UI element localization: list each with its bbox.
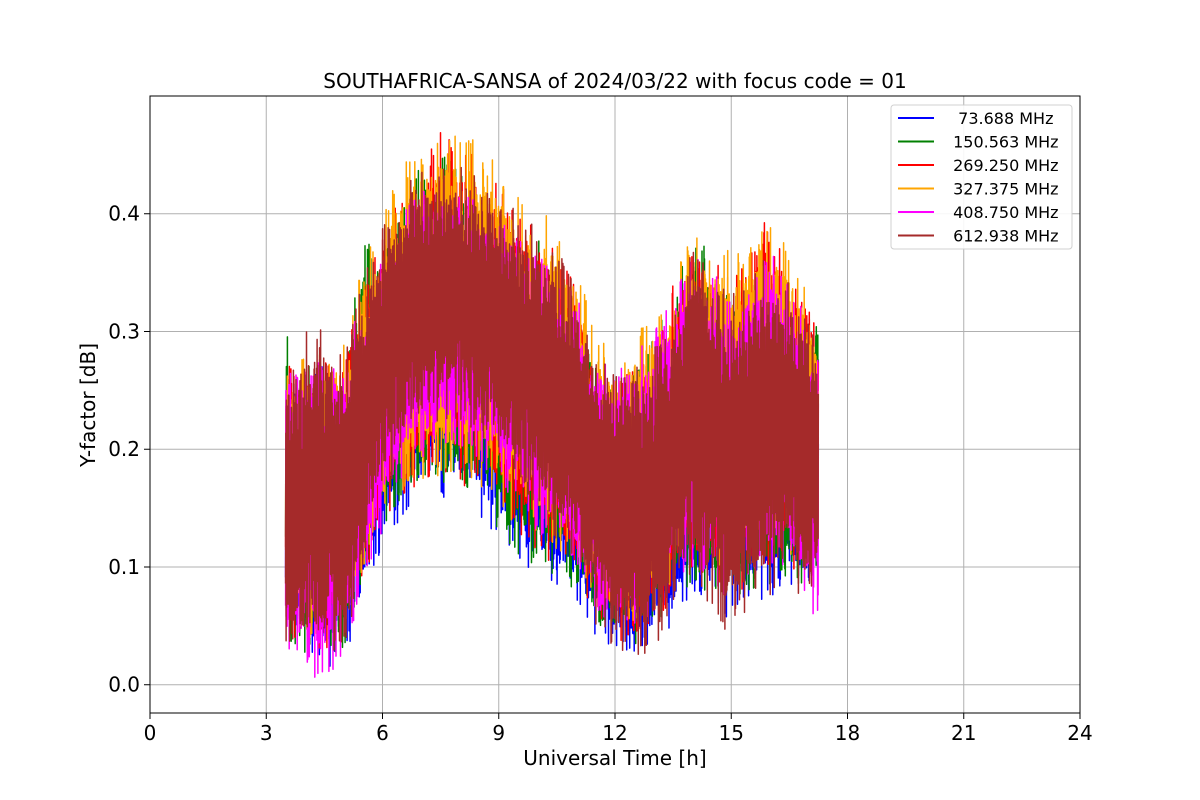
- y-axis-title: Y-factor [dB]: [76, 343, 100, 468]
- x-tick-label: 15: [719, 721, 744, 745]
- legend-label: 612.938 MHz: [948, 227, 1059, 246]
- legend: 73.688 MHz 150.563 MHz 269.250 MHz 327.3…: [890, 104, 1073, 250]
- legend-label: 327.375 MHz: [948, 180, 1059, 199]
- y-tick-label: 0.0: [108, 673, 140, 697]
- legend-label: 269.250 MHz: [948, 156, 1059, 175]
- x-tick-label: 6: [376, 721, 389, 745]
- y-tick-label: 0.3: [108, 319, 140, 343]
- y-axis: 0.0 0.1 0.2 0.3 0.4: [108, 202, 150, 697]
- legend-box: [890, 104, 1073, 250]
- legend-label: 150.563 MHz: [948, 133, 1059, 152]
- y-tick-label: 0.1: [108, 555, 140, 579]
- x-tick-label: 0: [144, 721, 157, 745]
- chart-title: SOUTHAFRICA-SANSA of 2024/03/22 with foc…: [323, 69, 907, 93]
- y-tick-label: 0.4: [108, 202, 140, 226]
- x-tick-label: 9: [492, 721, 505, 745]
- x-axis: 0 3 6 9 12 15 18 21 24: [144, 713, 1093, 745]
- x-tick-label: 12: [602, 721, 627, 745]
- series-line: [284, 166, 820, 655]
- series-layer: [284, 131, 820, 678]
- x-tick-label: 18: [835, 721, 860, 745]
- x-tick-label: 21: [951, 721, 976, 745]
- legend-label: 73.688 MHz: [948, 109, 1053, 128]
- x-axis-title: Universal Time [h]: [523, 746, 706, 770]
- x-tick-label: 24: [1067, 721, 1092, 745]
- x-tick-label: 3: [260, 721, 273, 745]
- legend-label: 408.750 MHz: [948, 203, 1059, 222]
- y-tick-label: 0.2: [108, 437, 140, 461]
